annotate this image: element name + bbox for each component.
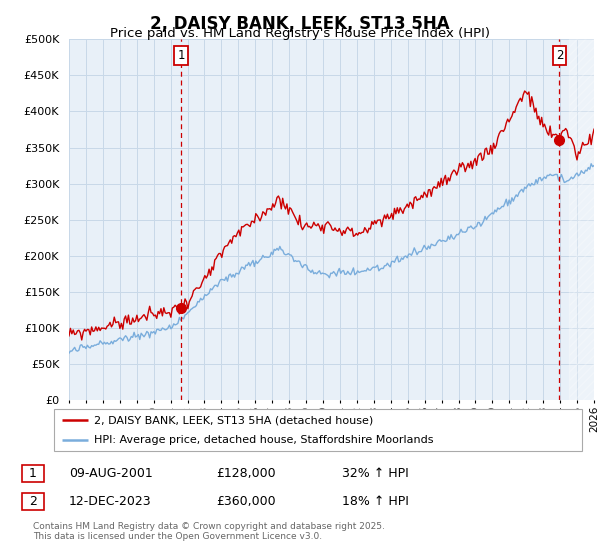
- Bar: [569, 39, 594, 400]
- Text: 12-DEC-2023: 12-DEC-2023: [69, 494, 152, 508]
- Text: 1: 1: [29, 466, 37, 480]
- Text: 2, DAISY BANK, LEEK, ST13 5HA: 2, DAISY BANK, LEEK, ST13 5HA: [150, 15, 450, 32]
- Text: 18% ↑ HPI: 18% ↑ HPI: [342, 494, 409, 508]
- Text: 32% ↑ HPI: 32% ↑ HPI: [342, 466, 409, 480]
- Text: 2: 2: [29, 494, 37, 508]
- Text: 09-AUG-2001: 09-AUG-2001: [69, 466, 153, 480]
- Text: 2, DAISY BANK, LEEK, ST13 5HA (detached house): 2, DAISY BANK, LEEK, ST13 5HA (detached …: [94, 415, 373, 425]
- Text: 1: 1: [178, 49, 185, 62]
- Text: £360,000: £360,000: [216, 494, 275, 508]
- Text: HPI: Average price, detached house, Staffordshire Moorlands: HPI: Average price, detached house, Staf…: [94, 435, 433, 445]
- Text: 2: 2: [556, 49, 563, 62]
- Text: Price paid vs. HM Land Registry's House Price Index (HPI): Price paid vs. HM Land Registry's House …: [110, 27, 490, 40]
- Text: Contains HM Land Registry data © Crown copyright and database right 2025.
This d: Contains HM Land Registry data © Crown c…: [33, 522, 385, 542]
- Text: £128,000: £128,000: [216, 466, 275, 480]
